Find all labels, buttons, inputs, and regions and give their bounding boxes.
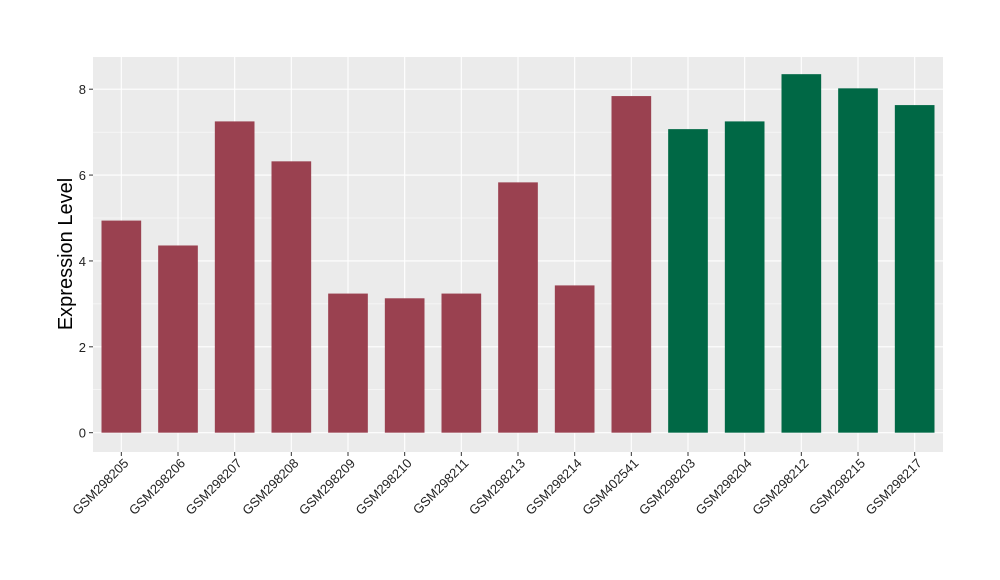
y-tick-label: 8 xyxy=(79,82,86,97)
bar xyxy=(894,105,935,433)
x-tick-label: GSM298204 xyxy=(693,456,755,518)
bar xyxy=(328,293,368,433)
x-tick-label: GSM298209 xyxy=(296,456,358,518)
x-tick-label: GSM298207 xyxy=(183,456,245,518)
bar xyxy=(724,121,765,433)
bar xyxy=(498,182,538,433)
bar xyxy=(271,161,312,433)
bar xyxy=(101,220,142,433)
x-tick-label: GSM298215 xyxy=(806,456,868,518)
bar xyxy=(611,96,652,433)
bar xyxy=(441,293,482,433)
y-tick-label: 4 xyxy=(79,254,86,269)
y-axis-label: Expression Level xyxy=(55,178,77,330)
x-tick-label: GSM298217 xyxy=(863,456,925,518)
bar xyxy=(158,245,198,433)
x-tick-label: GSM298212 xyxy=(749,456,811,518)
x-tick-label: GSM298205 xyxy=(69,456,131,518)
y-tick-label: 2 xyxy=(79,340,86,355)
bar xyxy=(838,88,878,433)
x-tick-label: GSM298213 xyxy=(466,456,528,518)
x-tick-label: GSM298208 xyxy=(239,456,301,518)
y-tick-label: 6 xyxy=(79,168,86,183)
x-tick-label: GSM298211 xyxy=(410,456,472,518)
bar xyxy=(781,74,822,433)
x-tick-label: GSM298210 xyxy=(353,456,415,518)
bar xyxy=(554,285,595,433)
x-tick-label: GSM298214 xyxy=(523,456,585,518)
x-tick-label: GSM298203 xyxy=(636,456,698,518)
x-tick-label: GSM402541 xyxy=(579,456,641,518)
bar xyxy=(668,129,708,433)
y-tick-label: 0 xyxy=(79,426,86,441)
x-tick-label: GSM298206 xyxy=(126,456,188,518)
bar xyxy=(214,121,255,433)
bar xyxy=(384,298,425,433)
